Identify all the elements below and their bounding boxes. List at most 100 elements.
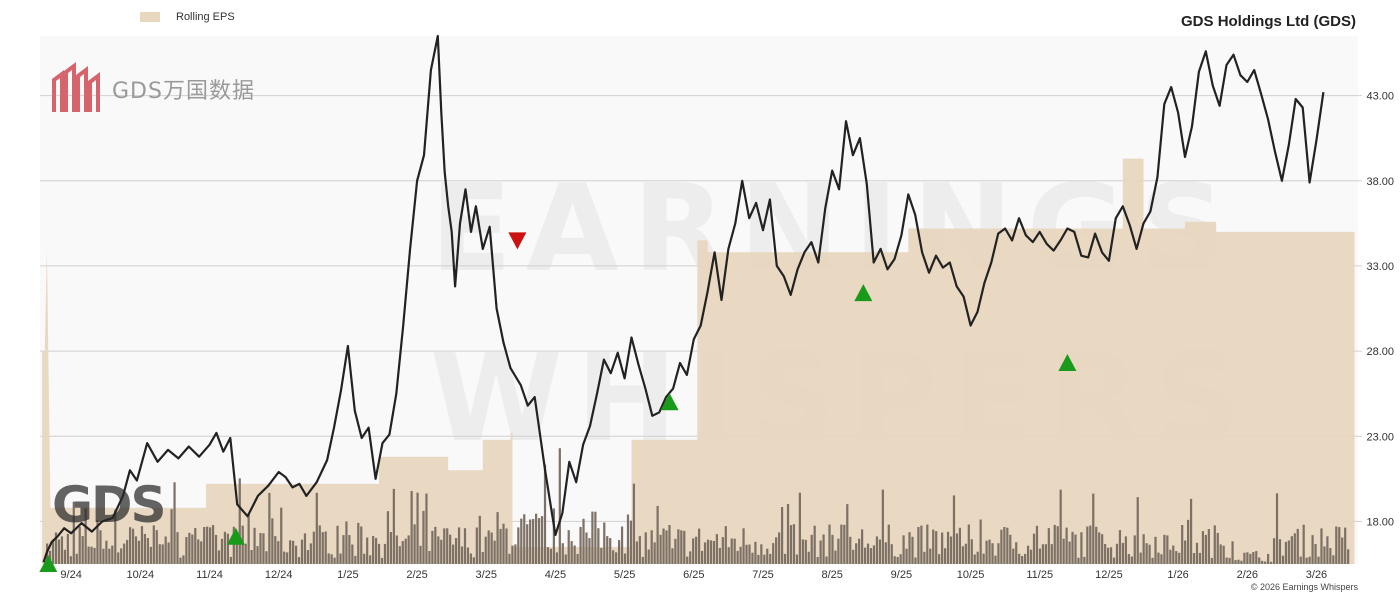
volume-bar	[1035, 525, 1039, 564]
volume-bar	[1124, 536, 1127, 564]
x-tick-label: 2/25	[406, 569, 427, 581]
volume-bar	[1118, 530, 1122, 564]
volume-bar	[173, 482, 176, 564]
volume-bar	[1157, 552, 1160, 564]
volume-bar	[647, 549, 650, 564]
copyright-text: © 2026 Earnings Whispers	[1250, 582, 1358, 592]
volume-bar	[191, 534, 194, 564]
volume-bar	[949, 536, 953, 564]
y-tick-label: 43.00	[1366, 91, 1394, 103]
volume-bar	[579, 527, 582, 564]
company-logo-text: GDS万国数据	[112, 79, 255, 104]
volume-bar	[715, 534, 718, 564]
volume-bar	[1092, 493, 1095, 564]
volume-bar	[1038, 548, 1042, 564]
volume-bar	[997, 543, 1000, 564]
volume-bar	[1169, 549, 1172, 564]
x-tick-label: 4/25	[545, 569, 566, 581]
volume-bar	[1237, 559, 1240, 564]
volume-bar	[890, 544, 893, 564]
volume-bar	[291, 540, 295, 564]
volume-bar	[425, 493, 428, 564]
volume-bar	[795, 554, 799, 564]
volume-bar	[1021, 556, 1024, 564]
volume-bar	[650, 530, 653, 564]
volume-bar	[623, 553, 627, 564]
volume-bar	[209, 527, 212, 564]
volume-bar	[656, 505, 659, 564]
volume-bar	[929, 548, 932, 564]
volume-bar	[1308, 556, 1311, 564]
volume-bar	[822, 534, 825, 564]
volume-bar	[1071, 531, 1074, 564]
volume-bar	[170, 509, 173, 564]
x-tick-label: 8/25	[821, 569, 842, 581]
volume-bar	[689, 551, 692, 564]
volume-bar	[211, 525, 215, 564]
volume-bar	[703, 542, 707, 564]
volume-bar	[117, 552, 120, 564]
volume-bar	[523, 514, 526, 564]
volume-bar	[1231, 541, 1234, 564]
y-axis-ticks: 18.00 23.00 28.00 33.00 38.00 43.00	[1366, 91, 1394, 529]
y-tick-label: 38.00	[1366, 176, 1394, 188]
volume-bar	[300, 539, 304, 564]
volume-bar	[615, 552, 618, 564]
volume-bar	[146, 538, 149, 564]
volume-bar	[179, 557, 182, 564]
volume-bar	[1109, 547, 1113, 564]
volume-bar	[1009, 534, 1012, 564]
volume-bar	[979, 519, 982, 564]
volume-bar	[878, 539, 881, 564]
volume-bar	[988, 539, 991, 564]
x-tick-label: 1/25	[337, 569, 358, 581]
volume-bar	[1044, 544, 1047, 564]
volume-bar	[899, 554, 902, 564]
volume-bar	[923, 551, 926, 564]
volume-bar	[1240, 560, 1243, 564]
volume-bar	[600, 548, 603, 564]
volume-bar	[677, 529, 680, 564]
volume-bar	[398, 546, 401, 564]
volume-bar	[606, 536, 609, 564]
y-tick-label: 18.00	[1366, 516, 1394, 528]
volume-bar	[801, 539, 804, 564]
volume-bar	[1068, 541, 1071, 564]
volume-bar	[99, 530, 102, 564]
volume-bar	[778, 532, 781, 564]
volume-bar	[505, 528, 508, 564]
volume-bar	[137, 540, 141, 564]
volume-bar	[238, 478, 241, 564]
volume-bar	[775, 537, 778, 564]
volume-bar	[1187, 519, 1190, 564]
volume-bar	[1189, 498, 1193, 564]
volume-bar	[1059, 489, 1062, 564]
volume-bar	[1269, 561, 1273, 564]
volume-bar	[176, 532, 179, 564]
volume-bar	[481, 552, 484, 564]
volume-bar	[1050, 544, 1053, 564]
volume-bar	[828, 524, 831, 564]
volume-bar	[594, 511, 597, 564]
volume-bar	[1080, 532, 1083, 564]
volume-bar	[1326, 536, 1329, 564]
volume-bar	[1056, 526, 1059, 564]
volume-bar	[558, 448, 561, 564]
volume-bar	[529, 519, 532, 564]
volume-bar	[87, 546, 90, 564]
volume-bar	[490, 532, 493, 564]
x-tick-label: 3/25	[476, 569, 497, 581]
volume-bar	[1243, 552, 1246, 564]
volume-bar	[1142, 534, 1145, 564]
volume-bar	[644, 532, 647, 564]
volume-bar	[783, 553, 787, 564]
volume-bar	[535, 513, 538, 564]
volume-bar	[253, 527, 256, 564]
volume-bar	[357, 522, 360, 564]
volume-bar	[1166, 535, 1169, 564]
volume-bar	[831, 534, 834, 564]
volume-bar	[206, 526, 209, 564]
volume-bar	[552, 508, 555, 564]
volume-bar	[789, 525, 793, 564]
earnings-markers	[39, 232, 1077, 572]
